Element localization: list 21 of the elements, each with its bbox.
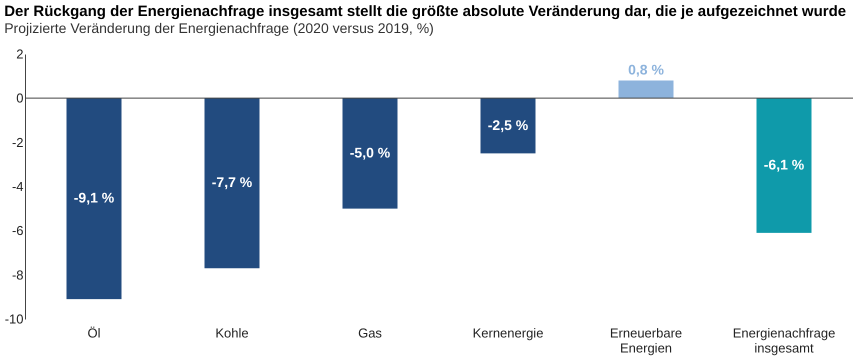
y-tick-label: -4	[12, 179, 24, 194]
chart-subtitle: Projizierte Veränderung der Energienachfrage (2020 versus 2019, %)	[4, 20, 434, 36]
y-tick-label: -6	[12, 223, 24, 238]
data-label: -2,5 %	[488, 116, 529, 133]
data-label: -9,1 %	[74, 190, 115, 206]
y-tick-label: -10	[4, 312, 24, 326]
x-tick-label: Öl	[88, 326, 101, 340]
x-tick-label: Energienachfrage insgesamt	[732, 326, 836, 356]
data-label: 0,8 %	[628, 62, 664, 78]
chart-title: Der Rückgang der Energienachfrage insgesamt stellt die größte absolute Veränderung dar, die je aufgezeichnet wurde	[4, 3, 846, 20]
y-tick-label: 2	[16, 46, 24, 62]
data-label: -6,1 %	[764, 156, 805, 173]
y-tick-label: -2	[12, 134, 24, 150]
y-tick-label: 0	[16, 90, 24, 106]
data-label: -5,0 %	[350, 144, 391, 160]
x-tick-label: Kernenergie	[472, 326, 544, 340]
data-label: -7,7 %	[212, 174, 253, 190]
y-tick-label: -8	[12, 267, 24, 282]
x-tick-label: Erneuerbare Energien	[610, 326, 682, 356]
x-tick-label: Kohle	[215, 326, 249, 340]
x-tick-label: Gas	[358, 326, 382, 340]
